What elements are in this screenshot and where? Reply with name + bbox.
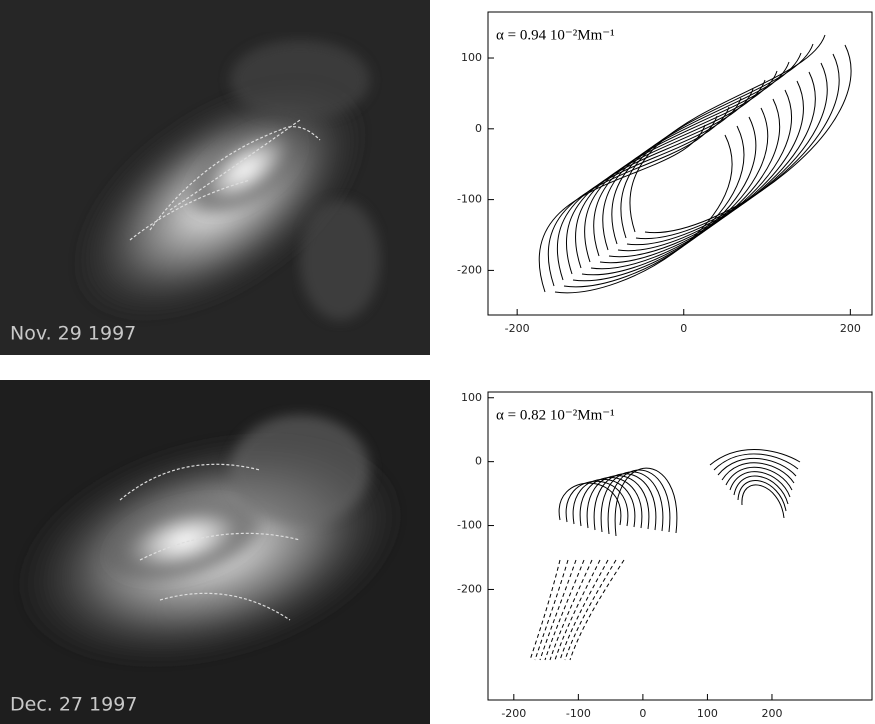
x-tick-label: -200	[505, 322, 530, 335]
x-tick-label: 200	[840, 322, 861, 335]
y-tick-label: -200	[457, 582, 482, 595]
y-tick-label: 100	[461, 391, 482, 404]
x-tick-label: -200	[501, 707, 526, 720]
x-tick-label: -100	[566, 707, 591, 720]
plot-frame	[488, 392, 872, 700]
image-label: Nov. 29 1997	[10, 323, 136, 345]
alpha-label: α = 0.94 10⁻²Mm⁻¹	[496, 27, 615, 43]
y-tick-label: -100	[457, 193, 482, 206]
image-label: Dec. 27 1997	[10, 694, 137, 716]
xray-image	[0, 0, 430, 371]
plot-frame	[488, 12, 872, 315]
x-tick-label: 100	[697, 707, 718, 720]
y-tick-label: 0	[475, 122, 482, 135]
figure: Nov. 29 1997 Dec. 27 1997 α = 0.94 10⁻²M…	[0, 0, 875, 724]
page: {"panels": [ {"image_label": "Nov. 29 19…	[0, 0, 875, 724]
x-tick-label: 0	[680, 322, 687, 335]
y-tick-label: 100	[461, 51, 482, 64]
y-tick-label: 0	[475, 455, 482, 468]
x-tick-label: 200	[761, 707, 782, 720]
y-tick-label: -100	[457, 519, 482, 532]
alpha-label: α = 0.82 10⁻²Mm⁻¹	[496, 407, 615, 423]
x-tick-label: 0	[639, 707, 646, 720]
xray-image	[0, 380, 432, 724]
y-tick-label: -200	[457, 263, 482, 276]
